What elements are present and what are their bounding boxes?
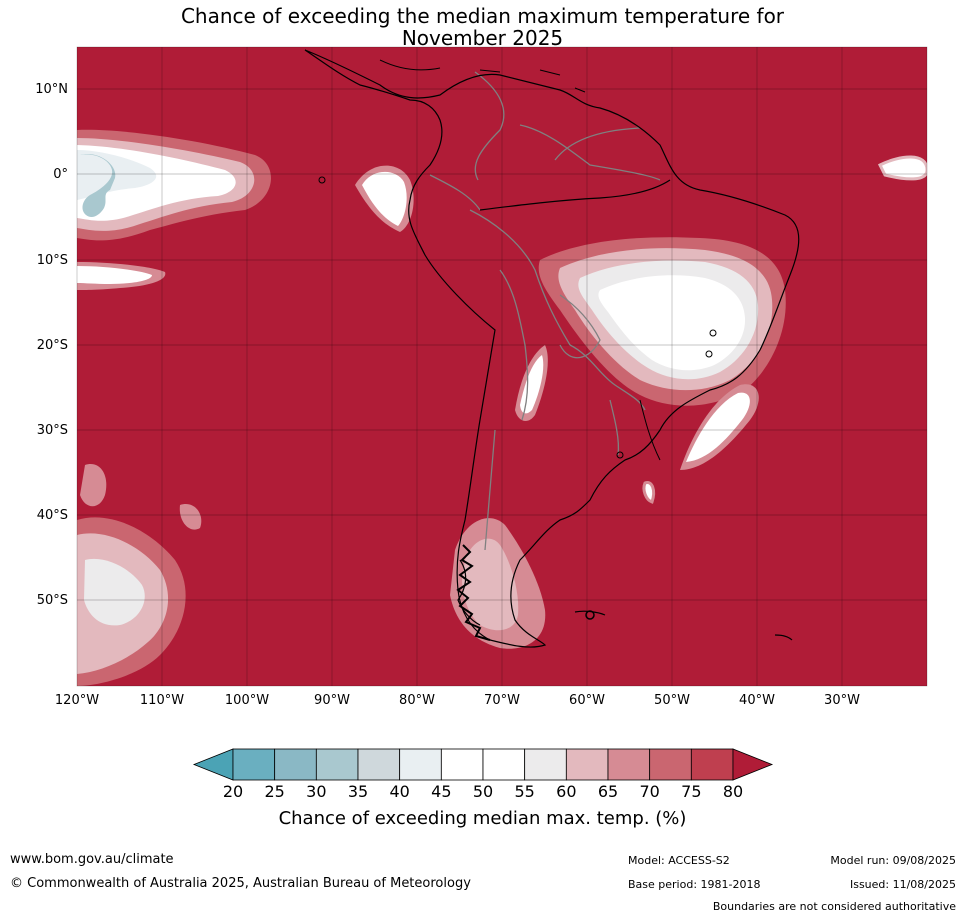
colorbar-label: Chance of exceeding median max. temp. (%… [278, 808, 687, 829]
colorbar-swatch [440, 748, 484, 781]
island-3 [705, 350, 713, 358]
base-period: Base period: 1981-2018 [628, 878, 761, 891]
island-2 [709, 329, 717, 337]
map-title-line-2: November 2025 [401, 26, 564, 50]
amazon-river [479, 179, 671, 211]
lat-label-10s: 10°S [36, 253, 68, 268]
colorbar-tick-label: 35 [347, 782, 369, 801]
colorbar-swatch [357, 748, 401, 781]
probability-map [76, 46, 928, 687]
colorbar-tick-label: 45 [431, 782, 452, 801]
colorbar-arrow-low [192, 748, 234, 781]
graticule [77, 47, 927, 686]
colorbar-swatch [565, 748, 609, 781]
lon-label-110w: 110°W [139, 693, 185, 708]
colorbar-swatch [524, 748, 567, 781]
colorbar-tick-label: 50 [472, 782, 494, 801]
lat-label-10n: 10°N [35, 82, 68, 97]
country-borders [429, 71, 661, 551]
lon-label-50w: 50°W [654, 693, 690, 708]
colorbar-tick-label: 40 [389, 782, 410, 801]
colorbar-tick-label: 75 [681, 782, 702, 801]
lon-label-80w: 80°W [399, 693, 435, 708]
atlantic-east-anomaly [877, 155, 927, 181]
colorbar-tick-label: 20 [222, 782, 244, 801]
island-1 [318, 176, 326, 184]
island-falklands [585, 610, 595, 620]
lon-label-60w: 60°W [569, 693, 605, 708]
lat-label-40s: 40°S [36, 508, 68, 523]
source-url: www.bom.gov.au/climate [10, 852, 174, 867]
lon-label-100w: 100°W [224, 693, 270, 708]
caribbean-islands [379, 59, 586, 93]
lat-label-20s: 20°S [36, 338, 68, 353]
galapagos-anomaly [355, 165, 414, 232]
uruguay-coast-anomaly [642, 480, 656, 504]
colorbar-swatch [607, 748, 651, 781]
lat-label-30s: 30°S [36, 423, 68, 438]
colorbar [192, 748, 774, 781]
island-4 [616, 451, 624, 459]
chile-fjords [456, 544, 491, 641]
issued-date: Issued: 11/08/2025 [849, 878, 956, 891]
patagonia-anomaly [450, 518, 546, 649]
brazil-anomaly [538, 237, 786, 406]
boundaries-disclaimer: Boundaries are not considered authoritat… [712, 900, 956, 913]
lon-label-70w: 70°W [484, 693, 520, 708]
andes-anomaly [515, 345, 548, 422]
coastline [304, 49, 800, 648]
model-run-date: Model run: 09/08/2025 [830, 854, 956, 867]
lat-label-50s: 50°S [36, 593, 68, 608]
river-parana [639, 399, 661, 461]
colorbar-swatch [232, 748, 276, 781]
colorbar-tick-label: 80 [722, 782, 744, 801]
lat-label-0: 0° [53, 167, 68, 182]
colorbar-swatch [399, 748, 442, 781]
lon-label-90w: 90°W [314, 693, 350, 708]
colorbar-tick-label: 60 [556, 782, 577, 801]
colorbar-swatch [690, 748, 734, 781]
lon-label-30w: 30°W [824, 693, 860, 708]
lon-label-120w: 120°W [54, 693, 100, 708]
colorbar-tick-label: 55 [514, 782, 535, 801]
colorbar-tick-label: 70 [639, 782, 660, 801]
colorbar-swatch [274, 748, 317, 781]
colorbar-tick-label: 65 [597, 782, 619, 801]
copyright-text: © Commonwealth of Australia 2025, Austra… [10, 876, 471, 891]
colorbar-swatch [315, 748, 359, 781]
colorbar-tick-label: 25 [264, 782, 285, 801]
southwest-pacific-anomaly [77, 464, 202, 686]
pacific-west-anomaly [77, 129, 272, 290]
lon-label-40w: 40°W [739, 693, 775, 708]
south-atlantic-anomaly [680, 384, 759, 470]
colorbar-arrow-high [732, 748, 774, 781]
map-title-line-1: Chance of exceeding the median maximum t… [180, 4, 785, 28]
colorbar-swatch [649, 748, 692, 781]
colorbar-tick-label: 30 [306, 782, 327, 801]
model-name: Model: ACCESS-S2 [628, 854, 730, 867]
colorbar-swatch [482, 748, 526, 781]
